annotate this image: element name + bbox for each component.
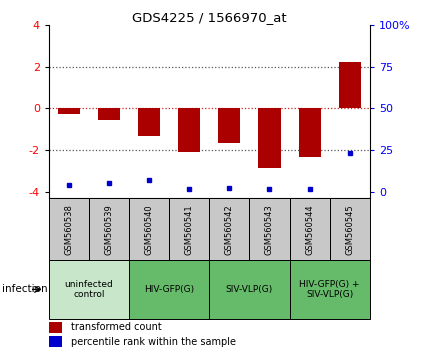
Bar: [58, 108, 80, 114]
Text: GSM560539: GSM560539: [105, 204, 113, 255]
Bar: [178, 108, 200, 152]
Bar: [49, 322, 62, 333]
Bar: [209, 260, 289, 319]
Bar: [258, 108, 280, 168]
Bar: [330, 198, 370, 260]
Bar: [138, 108, 160, 136]
Bar: [89, 198, 129, 260]
Text: SIV-VLP(G): SIV-VLP(G): [226, 285, 273, 294]
Text: uninfected
control: uninfected control: [65, 280, 113, 299]
Text: HIV-GFP(G): HIV-GFP(G): [144, 285, 194, 294]
Bar: [169, 198, 209, 260]
Text: GSM560543: GSM560543: [265, 204, 274, 255]
Bar: [129, 260, 209, 319]
Text: HIV-GFP(G) +
SIV-VLP(G): HIV-GFP(G) + SIV-VLP(G): [299, 280, 360, 299]
Text: infection: infection: [2, 284, 48, 295]
Text: GSM560540: GSM560540: [144, 204, 154, 255]
Bar: [129, 198, 169, 260]
Bar: [289, 198, 330, 260]
Bar: [209, 198, 249, 260]
Bar: [249, 198, 289, 260]
Bar: [49, 260, 129, 319]
Bar: [298, 108, 320, 158]
Bar: [98, 108, 120, 120]
Bar: [49, 198, 89, 260]
Bar: [339, 62, 361, 108]
Text: percentile rank within the sample: percentile rank within the sample: [71, 337, 236, 347]
Bar: [289, 260, 370, 319]
Text: GSM560541: GSM560541: [185, 204, 194, 255]
Text: transformed count: transformed count: [71, 322, 162, 332]
Title: GDS4225 / 1566970_at: GDS4225 / 1566970_at: [132, 11, 286, 24]
Bar: [218, 108, 241, 143]
Text: GSM560544: GSM560544: [305, 204, 314, 255]
Bar: [49, 336, 62, 347]
Text: GSM560545: GSM560545: [345, 204, 354, 255]
Text: GSM560538: GSM560538: [65, 204, 74, 255]
Text: GSM560542: GSM560542: [225, 204, 234, 255]
